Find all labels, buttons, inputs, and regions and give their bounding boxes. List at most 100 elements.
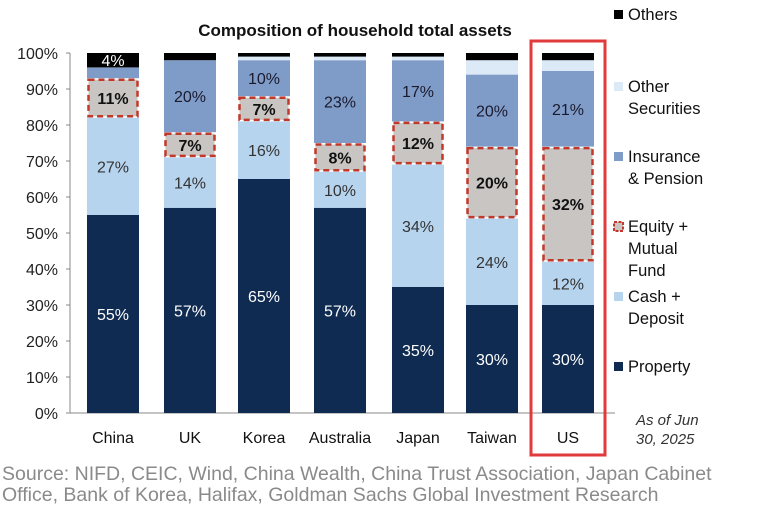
bar-segment [87, 215, 139, 413]
data-label: 27% [97, 159, 129, 176]
bar-segment [392, 287, 444, 413]
data-label: 30% [476, 352, 508, 369]
stacked-bar-chart: Composition of household total assets 0%… [17, 6, 703, 457]
data-label: 4% [101, 53, 124, 70]
x-tick-label: Japan [396, 430, 440, 447]
bar-segment [164, 60, 216, 133]
bar-segment [392, 53, 444, 57]
data-label: 35% [402, 343, 434, 360]
data-label: 20% [476, 176, 508, 193]
bar-segment [314, 171, 366, 208]
data-label: 12% [402, 136, 434, 153]
bar-segment [87, 67, 139, 79]
bar-segment [314, 56, 366, 61]
legend-label: Other [628, 78, 670, 96]
legend-label: Securities [628, 100, 700, 118]
x-tick-label: Taiwan [467, 430, 517, 447]
legend-swatch [614, 362, 623, 371]
y-tick-label: 20% [26, 334, 58, 351]
note-line-1: As of Jun [635, 412, 699, 429]
bar-segment [87, 53, 139, 68]
legend-label: Fund [628, 262, 666, 280]
legend-label: Mutual [628, 240, 678, 258]
data-label: 65% [248, 289, 280, 306]
y-tick-label: 40% [26, 262, 58, 279]
bar-segment [466, 74, 518, 147]
bar-segment [466, 146, 518, 219]
x-tick-label: Australia [309, 430, 371, 447]
bar-segment [238, 96, 290, 122]
legend-label: Cash + [628, 288, 681, 306]
data-label: 34% [402, 219, 434, 236]
data-label: 21% [552, 102, 584, 119]
y-tick-label: 90% [26, 82, 58, 99]
data-label: 24% [476, 255, 508, 272]
x-tick-label: US [557, 430, 579, 447]
data-label: 10% [324, 183, 356, 200]
data-label: 10% [248, 71, 280, 88]
y-tick-label: 50% [26, 226, 58, 243]
highlight-box [529, 39, 607, 457]
bar-segment [542, 71, 594, 147]
bar-segment [466, 305, 518, 413]
bar-segment [164, 207, 216, 413]
note-line-2: 30, 2025 [636, 431, 695, 448]
bar-segment [466, 218, 518, 305]
data-label: 17% [402, 84, 434, 101]
legend-swatch [614, 152, 623, 161]
data-label: 7% [252, 102, 275, 119]
data-label: 14% [174, 176, 206, 193]
x-tick-label: China [92, 430, 134, 447]
data-label: 11% [97, 91, 128, 108]
bar-segment [164, 53, 216, 61]
bar-segment [238, 60, 290, 97]
y-tick-label: 0% [35, 406, 58, 423]
data-label: 30% [552, 352, 584, 369]
bar-segment [87, 117, 139, 215]
chart-title: Composition of household total assets [198, 21, 512, 40]
x-tick-label: UK [179, 430, 202, 447]
y-tick-label: 80% [26, 118, 58, 135]
legend-label: Equity + [628, 218, 688, 236]
bar-segment [238, 121, 290, 179]
bar-segment [542, 305, 594, 413]
bar-segment [314, 143, 366, 172]
bar-segment [392, 56, 444, 61]
data-label: 20% [476, 104, 508, 121]
legend-swatch [614, 10, 623, 19]
bar-segment [542, 261, 594, 305]
legend-label: Others [628, 6, 678, 24]
legend-swatch [614, 292, 623, 301]
bar-segment [542, 60, 594, 71]
bar-segment [466, 60, 518, 75]
legend-swatch [613, 221, 624, 232]
bar-segment [314, 207, 366, 413]
legend-label: Property [628, 358, 691, 376]
data-label: 32% [552, 197, 584, 214]
legend-label: Deposit [628, 310, 684, 328]
bar-segment [238, 53, 290, 57]
bar-segment [164, 132, 216, 158]
bar-segment [164, 157, 216, 208]
data-label: 20% [174, 89, 206, 106]
bar-segment [392, 164, 444, 287]
data-label: 55% [97, 307, 129, 324]
data-label: 7% [178, 138, 201, 155]
bar-segment [314, 53, 366, 57]
legend-label: & Pension [628, 170, 703, 188]
y-tick-label: 10% [26, 370, 58, 387]
data-label: 23% [324, 95, 356, 112]
bar-segment [542, 146, 594, 262]
data-label: 8% [328, 150, 351, 167]
y-tick-label: 30% [26, 298, 58, 315]
data-label: 16% [248, 143, 280, 160]
data-label: 57% [324, 303, 356, 320]
y-tick-label: 60% [26, 190, 58, 207]
bar-segment [542, 53, 594, 61]
data-label: 12% [552, 276, 584, 293]
bar-segment [392, 121, 444, 165]
bar-segment [238, 179, 290, 413]
x-tick-label: Korea [243, 430, 286, 447]
bar-segment [314, 60, 366, 144]
bar-segment [466, 53, 518, 61]
